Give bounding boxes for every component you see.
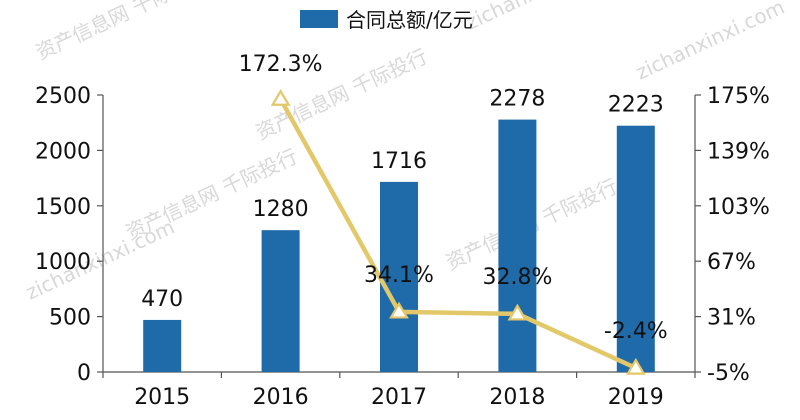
growth-value-label: 172.3% bbox=[239, 52, 323, 77]
x-axis-tick-label: 2017 bbox=[371, 385, 427, 410]
bar-series bbox=[143, 119, 655, 373]
right-axis-tick-label: 139% bbox=[707, 139, 770, 164]
bar bbox=[261, 230, 300, 372]
legend-swatch-contract-total bbox=[300, 10, 338, 28]
x-axis-tick-label: 2019 bbox=[608, 385, 664, 410]
x-axis-tick-label: 2016 bbox=[253, 385, 309, 410]
growth-point-marker bbox=[507, 303, 528, 321]
bar-value-label: 2223 bbox=[608, 93, 664, 118]
data-labels: 470 1280 1716 2278 2223 172.3% 34.1% 32.8% -2.4% bbox=[141, 52, 668, 344]
right-axis-tick-label: 31% bbox=[707, 306, 756, 331]
growth-line-series bbox=[270, 88, 646, 375]
left-axis-tick-label: 1000 bbox=[35, 250, 91, 275]
right-axis-tick-label: 67% bbox=[707, 250, 756, 275]
left-axis-tick-label: 0 bbox=[77, 361, 91, 386]
growth-point-marker bbox=[389, 301, 409, 319]
bar bbox=[380, 181, 418, 372]
growth-value-label: -2.4% bbox=[604, 319, 668, 344]
growth-point-marker bbox=[625, 357, 646, 375]
watermark-text: zichanxinxi.com bbox=[462, 0, 618, 35]
bar-value-label: 1280 bbox=[253, 197, 309, 222]
bar bbox=[498, 119, 537, 373]
bar-value-label: 1716 bbox=[371, 149, 427, 174]
x-axis-tick-label: 2015 bbox=[134, 385, 190, 410]
watermark-text: 资产信息网 千际投行 bbox=[122, 144, 301, 245]
growth-point-marker bbox=[270, 88, 291, 106]
right-axis-tick-label: 175% bbox=[707, 84, 770, 109]
left-axis-tick-label: 1500 bbox=[35, 195, 91, 220]
bar bbox=[143, 319, 182, 372]
watermark-text: 资产信息网 千际投行 bbox=[32, 0, 211, 65]
watermark-text: zichanxinxi.com bbox=[632, 0, 788, 85]
legend-label-contract-total: 合同总额/亿元 bbox=[346, 8, 473, 32]
left-axis-tick-label: 500 bbox=[49, 306, 91, 331]
left-axis-tick-label: 2000 bbox=[35, 139, 91, 164]
bar-value-label: 2278 bbox=[489, 87, 545, 112]
left-axis-tick-label: 2500 bbox=[35, 84, 91, 109]
bar-value-label: 470 bbox=[141, 287, 183, 312]
right-axis-tick-label: -5% bbox=[707, 361, 750, 386]
legend: 合同总额/亿元 bbox=[300, 8, 473, 32]
right-axis-tick-label: 103% bbox=[707, 195, 770, 220]
axes: 0 500 1000 1500 2000 2500 -5% 31% 67% 103% 139% 175… bbox=[35, 84, 770, 410]
x-axis-tick-label: 2018 bbox=[489, 385, 545, 410]
growth-value-label: 32.8% bbox=[482, 265, 552, 290]
growth-value-label: 34.1% bbox=[364, 263, 434, 288]
bar bbox=[616, 125, 655, 373]
growth-line bbox=[278, 98, 637, 371]
